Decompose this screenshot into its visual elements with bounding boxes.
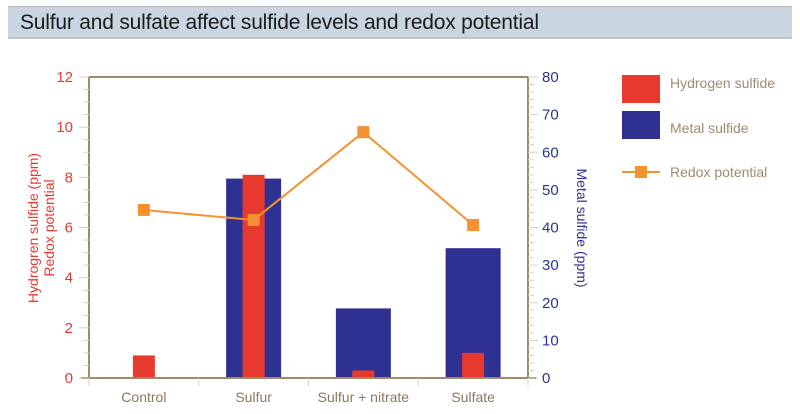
hydrogen-sulfide-bars bbox=[132, 174, 485, 378]
category-label: Sulfur + nitrate bbox=[318, 389, 410, 405]
hydrogen-sulfide-bar bbox=[132, 355, 155, 378]
left-axis-label-line2: Redox potential bbox=[41, 179, 57, 276]
legend-swatch-hydrogen-sulfide bbox=[622, 75, 660, 103]
left-tick-label: 8 bbox=[65, 169, 73, 186]
redox-potential-marker bbox=[247, 213, 260, 226]
redox-potential-polyline bbox=[143, 130, 474, 226]
left-tick-label: 12 bbox=[56, 69, 73, 86]
chart-title: Sulfur and sulfate affect sulfide levels… bbox=[20, 11, 539, 34]
legend-label-hydrogen-sulfide: Hydrogen sulfide bbox=[670, 75, 775, 91]
right-tick-label: 40 bbox=[542, 220, 559, 237]
right-tick-label: 0 bbox=[542, 370, 550, 387]
legend: Hydrogen sulfide Metal sulfide Redox pot… bbox=[622, 75, 775, 180]
legend-label-redox-potential: Redox potential bbox=[670, 164, 767, 180]
hydrogen-sulfide-bar bbox=[242, 174, 265, 378]
hydrogen-sulfide-bar bbox=[462, 352, 485, 378]
legend-marker-redox bbox=[635, 166, 647, 178]
right-axis-label: Metal sulfide (ppm) bbox=[574, 168, 590, 287]
right-tick-label: 60 bbox=[542, 144, 559, 161]
legend-swatch-metal-sulfide bbox=[622, 111, 660, 139]
right-tick-label: 50 bbox=[542, 182, 559, 199]
metal-sulfide-bar bbox=[335, 308, 391, 378]
category-label: Sulfur bbox=[235, 389, 272, 405]
right-tick-label: 10 bbox=[542, 332, 559, 349]
left-tick-label: 4 bbox=[65, 270, 73, 287]
right-tick-label: 20 bbox=[542, 295, 559, 312]
right-tick-label: 70 bbox=[542, 107, 559, 124]
left-axis-ticks: 0 2 4 6 8 10 12 bbox=[56, 69, 89, 387]
left-tick-label: 6 bbox=[65, 220, 73, 237]
chart-title-bar: Sulfur and sulfate affect sulfide levels… bbox=[8, 6, 792, 39]
category-label: Control bbox=[121, 389, 166, 405]
right-tick-label: 30 bbox=[542, 257, 559, 274]
left-tick-label: 0 bbox=[65, 370, 73, 387]
left-axis-label-line1: Hydrogren sulfide (ppm) bbox=[25, 153, 41, 303]
legend-label-metal-sulfide: Metal sulfide bbox=[670, 120, 749, 136]
left-tick-label: 10 bbox=[56, 119, 73, 136]
redox-potential-line bbox=[137, 126, 480, 231]
right-tick-label: 80 bbox=[542, 69, 559, 86]
hydrogen-sulfide-bar bbox=[352, 370, 375, 378]
category-label: Sulfate bbox=[451, 389, 495, 405]
redox-potential-marker bbox=[137, 203, 150, 216]
left-tick-label: 2 bbox=[65, 320, 73, 337]
redox-potential-marker bbox=[357, 126, 370, 139]
right-axis-ticks: 0 10 20 30 40 50 60 70 80 bbox=[528, 69, 559, 387]
category-labels: Control Sulfur Sulfur + nitrate Sulfate bbox=[121, 389, 495, 405]
redox-potential-marker bbox=[467, 218, 480, 231]
